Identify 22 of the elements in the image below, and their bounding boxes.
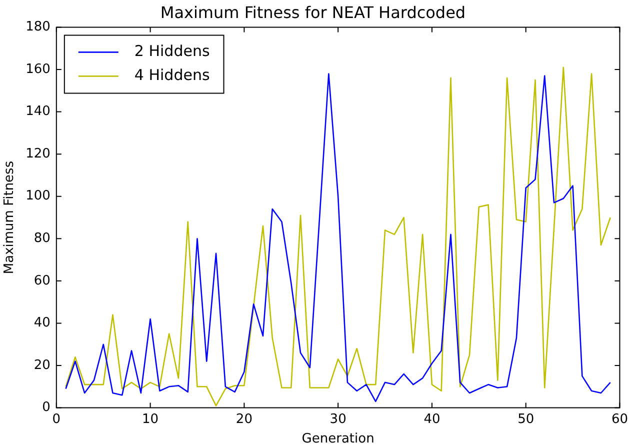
y-tick-label: 100 xyxy=(26,188,50,204)
y-tick-label: 160 xyxy=(26,62,50,77)
y-tick-label: 20 xyxy=(34,358,50,373)
x-axis-title: Generation xyxy=(302,432,374,447)
y-axis-title: Maximum Fitness xyxy=(2,160,18,274)
chart-title: Maximum Fitness for NEAT Hardcoded xyxy=(160,2,466,22)
legend-label: 2 Hiddens xyxy=(134,42,210,60)
x-tick-label: 30 xyxy=(330,412,346,427)
y-tick-label: 140 xyxy=(26,104,50,120)
legend-label: 4 Hiddens xyxy=(134,66,210,84)
y-tick-label: 0 xyxy=(42,400,50,416)
x-tick-label: 20 xyxy=(236,412,252,427)
y-tick-label: 180 xyxy=(26,20,50,35)
x-tick-label: 50 xyxy=(518,412,534,427)
x-tick-label: 60 xyxy=(611,412,628,427)
y-tick-label: 120 xyxy=(26,146,50,162)
y-tick-label: 80 xyxy=(34,231,50,246)
x-tick-label: 10 xyxy=(142,412,159,427)
y-tick-label: 60 xyxy=(34,273,50,288)
y-tick-label: 40 xyxy=(34,316,50,331)
x-tick-label: 0 xyxy=(52,412,61,427)
x-tick-label: 40 xyxy=(424,412,440,427)
